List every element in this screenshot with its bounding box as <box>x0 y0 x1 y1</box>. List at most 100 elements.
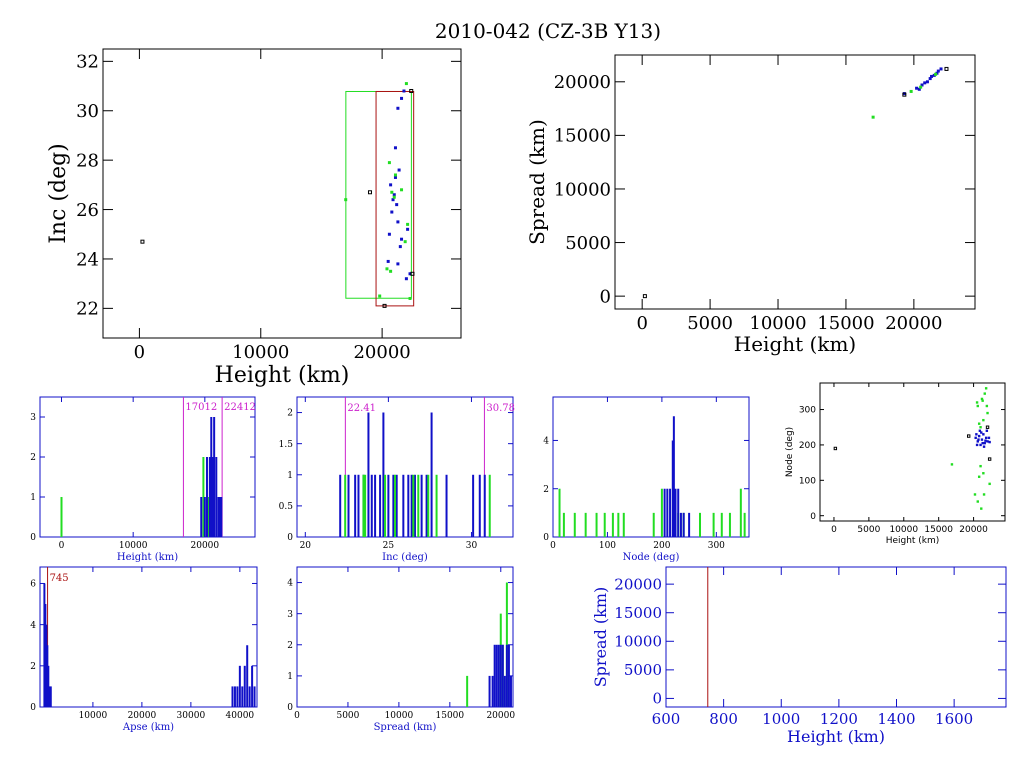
y-tick-label: 26 <box>76 200 99 221</box>
point-green <box>950 463 954 466</box>
point-blue <box>985 429 989 432</box>
x-axis-label: Height (km) <box>787 727 885 746</box>
y-tick-label: 0 <box>600 286 611 307</box>
chart-spread-vs-height-lower: 600 800 1000 1200 1400 1600 0 5000 10000 15000 200… <box>591 566 1007 746</box>
x-tick-label: 30 <box>466 541 478 551</box>
point-green <box>982 418 985 422</box>
x-tick-label: 0 <box>550 541 556 551</box>
y-tick-label: 5000 <box>624 661 662 679</box>
point-blue <box>400 237 404 241</box>
point-green <box>389 269 393 273</box>
point-green <box>986 411 989 415</box>
point-blue <box>915 86 919 90</box>
y-tick-label: 10000 <box>614 633 662 651</box>
chart-inc-hist: 20 25 30 0 0.5 1 1.5 2 Inc (deg) 22.41 30.78 <box>279 396 515 563</box>
x-tick-label: 5000 <box>857 525 880 535</box>
plot-frame <box>665 566 1007 708</box>
y-tick-label: 3 <box>287 610 293 620</box>
point-blue <box>928 77 932 81</box>
y-tick-label: 30 <box>76 101 99 122</box>
point-green <box>984 387 988 390</box>
range-box-1 <box>375 90 415 307</box>
point-black <box>966 434 971 438</box>
x-tick-label: 200 <box>653 541 670 551</box>
point-green <box>392 195 396 199</box>
chart-apse-hist: 10000 20000 30000 40000 0 2 4 6 Apse (km) 745 <box>30 566 258 733</box>
y-tick-label: 0 <box>810 512 816 522</box>
x-axis-label: Height (km) <box>215 363 350 388</box>
point-blue <box>975 433 978 436</box>
point-blue <box>977 438 980 441</box>
x-tick-label: 15000 <box>924 525 953 535</box>
plot-frame <box>296 566 514 708</box>
chart-height-hist: 0 10000 20000 0 1 2 3 Height (km) 17012 22412 <box>30 396 256 563</box>
marker-low-label: 22.41 <box>347 403 376 414</box>
point-blue <box>988 440 991 444</box>
point-green <box>985 404 989 408</box>
y-tick-label: 3 <box>30 413 36 423</box>
point-black <box>410 271 415 276</box>
x-tick-label: 0 <box>59 541 65 551</box>
y-axis-label: Node (deg) <box>785 427 795 477</box>
point-black <box>833 446 838 451</box>
point-blue <box>393 146 397 150</box>
y-tick-label: 0 <box>543 533 549 543</box>
x-tick-label: 1000 <box>762 710 800 728</box>
y-tick-label: 1 <box>287 471 293 481</box>
point-blue <box>987 436 991 440</box>
y-tick-label: 2 <box>287 409 293 419</box>
figure-title: 2010-042 (CZ-3B Y13) <box>435 19 661 43</box>
point-black <box>944 66 949 71</box>
x-tick-label: 20000 <box>486 711 515 721</box>
y-tick-label: 2 <box>543 485 549 495</box>
plot-frame <box>819 382 1006 522</box>
point-green <box>977 422 981 425</box>
x-tick-label: 20000 <box>353 342 410 363</box>
y-tick-label: 5000 <box>565 233 611 254</box>
point-green <box>919 85 923 89</box>
x-tick-label: 100 <box>599 541 616 551</box>
point-blue <box>925 80 929 84</box>
point-green <box>408 296 412 300</box>
point-green <box>977 475 981 478</box>
point-green <box>385 267 389 271</box>
point-green <box>973 493 977 496</box>
x-tick-label: 10000 <box>385 711 414 721</box>
x-tick-label: 10000 <box>232 342 289 363</box>
x-axis-label: Spread (km) <box>374 722 437 733</box>
point-blue <box>936 69 940 73</box>
marker-745-label: 745 <box>50 573 69 584</box>
point-blue <box>396 220 400 224</box>
plot-frame <box>614 54 976 310</box>
x-tick-label: 5000 <box>336 711 359 721</box>
point-green <box>390 190 394 194</box>
plot-frame <box>39 566 258 708</box>
y-tick-label: 22 <box>76 299 99 320</box>
y-tick-label: 200 <box>799 441 816 451</box>
point-green <box>871 115 875 119</box>
x-tick-label: 30000 <box>177 711 206 721</box>
point-blue <box>393 175 397 179</box>
chart-spread-vs-height: 0 5000 10000 15000 20000 0 5000 10000 15000 20000… <box>525 54 976 356</box>
point-black <box>902 92 907 97</box>
point-blue <box>984 439 987 442</box>
y-tick-label: 100 <box>799 476 816 486</box>
plot-frame <box>552 396 750 538</box>
x-tick-label: 20000 <box>885 313 942 334</box>
plot-frame <box>39 396 256 538</box>
point-green <box>378 294 382 298</box>
point-blue <box>406 227 410 231</box>
point-green <box>988 482 991 486</box>
y-tick-label: 15000 <box>614 604 662 622</box>
point-green <box>406 222 410 226</box>
x-tick-label: 10000 <box>119 541 148 551</box>
point-blue <box>974 436 977 440</box>
y-tick-label: 24 <box>76 249 99 270</box>
point-black <box>642 294 647 299</box>
x-axis-label: Apse (km) <box>122 722 174 733</box>
point-blue <box>387 232 391 236</box>
x-axis-label: Height (km) <box>886 536 940 546</box>
x-tick-label: 1600 <box>935 710 973 728</box>
point-green <box>393 173 397 177</box>
